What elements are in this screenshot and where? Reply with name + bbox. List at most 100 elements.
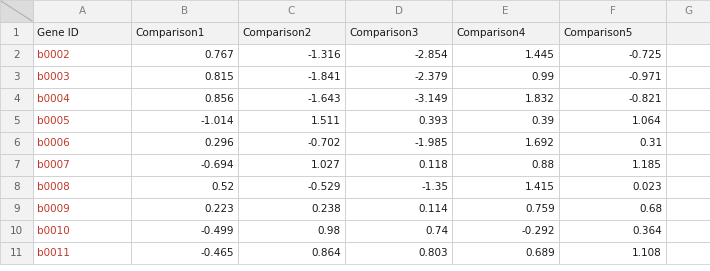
Bar <box>33 88 131 110</box>
Bar <box>666 110 710 132</box>
Bar <box>131 88 238 110</box>
Text: 1.064: 1.064 <box>632 116 662 126</box>
Text: b0002: b0002 <box>37 50 70 60</box>
Text: Comparison3: Comparison3 <box>349 28 418 38</box>
Bar <box>0 0 33 22</box>
Bar <box>559 88 666 110</box>
Bar <box>666 44 710 66</box>
Bar <box>33 22 131 44</box>
Text: -3.149: -3.149 <box>415 94 448 104</box>
Bar <box>559 44 666 66</box>
Bar <box>33 154 131 176</box>
Bar <box>238 220 345 242</box>
Text: C: C <box>288 6 295 16</box>
Bar <box>666 154 710 176</box>
Bar <box>131 154 238 176</box>
Bar <box>0 176 33 198</box>
Text: 0.88: 0.88 <box>532 160 555 170</box>
Text: b0003: b0003 <box>37 72 70 82</box>
Text: b0006: b0006 <box>37 138 70 148</box>
Text: 2: 2 <box>13 50 20 60</box>
Text: 0.864: 0.864 <box>311 248 341 258</box>
Bar <box>666 242 710 264</box>
Text: 0.74: 0.74 <box>425 226 448 236</box>
Text: 0.759: 0.759 <box>525 204 555 214</box>
Bar <box>666 88 710 110</box>
Bar <box>33 220 131 242</box>
Bar <box>345 88 452 110</box>
Bar <box>345 242 452 264</box>
Bar <box>452 154 559 176</box>
Bar <box>452 0 559 22</box>
Text: Comparison4: Comparison4 <box>456 28 525 38</box>
Bar <box>452 110 559 132</box>
Text: -1.985: -1.985 <box>415 138 448 148</box>
Bar <box>345 198 452 220</box>
Text: 0.98: 0.98 <box>318 226 341 236</box>
Text: -0.821: -0.821 <box>628 94 662 104</box>
Text: F: F <box>610 6 616 16</box>
Bar <box>131 66 238 88</box>
Text: 0.39: 0.39 <box>532 116 555 126</box>
Bar <box>452 22 559 44</box>
Text: 0.223: 0.223 <box>204 204 234 214</box>
Text: b0009: b0009 <box>37 204 70 214</box>
Text: Gene ID: Gene ID <box>37 28 79 38</box>
Text: 0.68: 0.68 <box>639 204 662 214</box>
Bar <box>238 66 345 88</box>
Bar <box>238 154 345 176</box>
Text: 0.31: 0.31 <box>639 138 662 148</box>
Text: 1.832: 1.832 <box>525 94 555 104</box>
Bar <box>345 22 452 44</box>
Text: b0007: b0007 <box>37 160 70 170</box>
Text: 0.803: 0.803 <box>418 248 448 258</box>
Text: 1.692: 1.692 <box>525 138 555 148</box>
Bar <box>238 242 345 264</box>
Bar <box>0 132 33 154</box>
Bar <box>666 132 710 154</box>
Text: -0.499: -0.499 <box>200 226 234 236</box>
Bar <box>666 220 710 242</box>
Bar <box>452 88 559 110</box>
Text: B: B <box>181 6 188 16</box>
Text: 0.689: 0.689 <box>525 248 555 258</box>
Bar <box>666 176 710 198</box>
Bar <box>131 0 238 22</box>
Bar <box>0 220 33 242</box>
Text: A: A <box>78 6 86 16</box>
Bar <box>238 110 345 132</box>
Bar <box>0 198 33 220</box>
Bar <box>452 132 559 154</box>
Bar <box>559 22 666 44</box>
Bar <box>0 154 33 176</box>
Text: 1.108: 1.108 <box>632 248 662 258</box>
Text: -1.35: -1.35 <box>421 182 448 192</box>
Text: -2.854: -2.854 <box>415 50 448 60</box>
Text: 0.118: 0.118 <box>418 160 448 170</box>
Text: 1.185: 1.185 <box>632 160 662 170</box>
Bar <box>0 88 33 110</box>
Bar <box>452 198 559 220</box>
Bar <box>0 66 33 88</box>
Bar <box>33 198 131 220</box>
Bar <box>238 176 345 198</box>
Bar <box>452 242 559 264</box>
Bar <box>0 22 33 44</box>
Bar <box>238 88 345 110</box>
Text: b0010: b0010 <box>37 226 70 236</box>
Text: 0.364: 0.364 <box>632 226 662 236</box>
Bar <box>345 132 452 154</box>
Text: 5: 5 <box>13 116 20 126</box>
Text: 1.511: 1.511 <box>311 116 341 126</box>
Bar <box>666 22 710 44</box>
Text: 3: 3 <box>13 72 20 82</box>
Text: -0.292: -0.292 <box>522 226 555 236</box>
Text: 1.027: 1.027 <box>311 160 341 170</box>
Text: b0004: b0004 <box>37 94 70 104</box>
Text: Comparison1: Comparison1 <box>135 28 204 38</box>
Bar <box>131 220 238 242</box>
Bar <box>131 198 238 220</box>
Bar <box>0 110 33 132</box>
Bar <box>559 220 666 242</box>
Bar <box>238 0 345 22</box>
